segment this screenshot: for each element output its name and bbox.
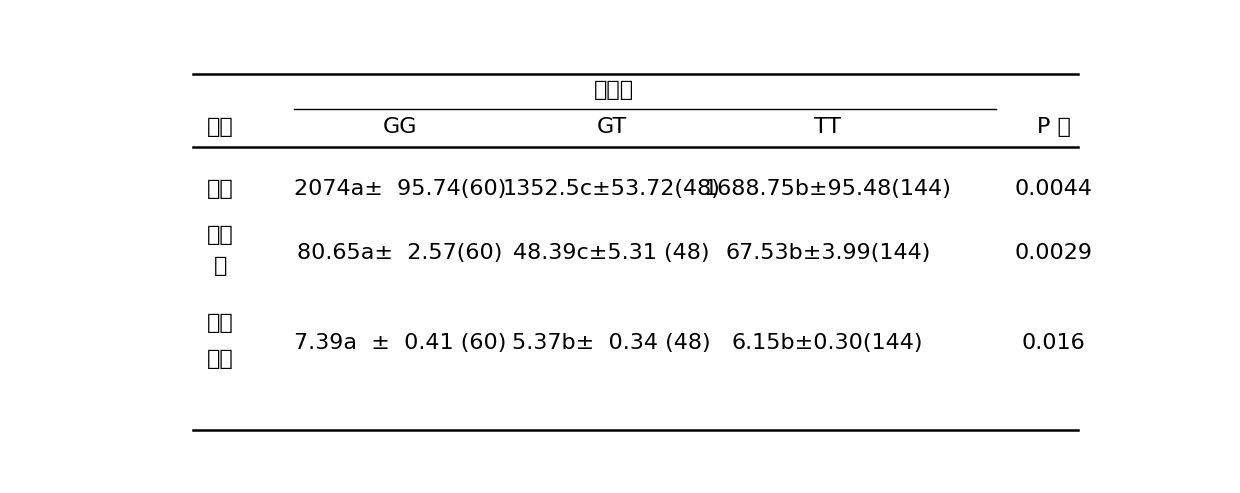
Text: 2074a±  95.74(60): 2074a± 95.74(60) [294,179,506,199]
Text: 重: 重 [213,256,227,276]
Text: 6.15b±0.30(144): 6.15b±0.30(144) [732,333,924,353]
Text: P 值: P 值 [1037,117,1070,138]
Text: 胸肌: 胸肌 [207,224,233,245]
Text: 体重: 体重 [207,179,233,199]
Text: 0.016: 0.016 [1022,333,1085,353]
Text: 1352.5c±53.72(48): 1352.5c±53.72(48) [502,179,720,199]
Text: 48.39c±5.31 (48): 48.39c±5.31 (48) [513,243,709,263]
Text: 1688.75b±95.48(144): 1688.75b±95.48(144) [704,179,951,199]
Text: 基因型: 基因型 [594,80,634,100]
Text: 性状: 性状 [207,117,233,138]
Text: 0.0029: 0.0029 [1014,243,1092,263]
Text: 0.0044: 0.0044 [1014,179,1092,199]
Text: 腓肠: 腓肠 [207,313,233,333]
Text: 67.53b±3.99(144): 67.53b±3.99(144) [725,243,930,263]
Text: GT: GT [596,117,626,138]
Text: TT: TT [815,117,841,138]
Text: 7.39a  ±  0.41 (60): 7.39a ± 0.41 (60) [294,333,506,353]
Text: GG: GG [383,117,418,138]
Text: 80.65a±  2.57(60): 80.65a± 2.57(60) [298,243,502,263]
Text: 5.37b±  0.34 (48): 5.37b± 0.34 (48) [512,333,711,353]
Text: 肌重: 肌重 [207,349,233,369]
